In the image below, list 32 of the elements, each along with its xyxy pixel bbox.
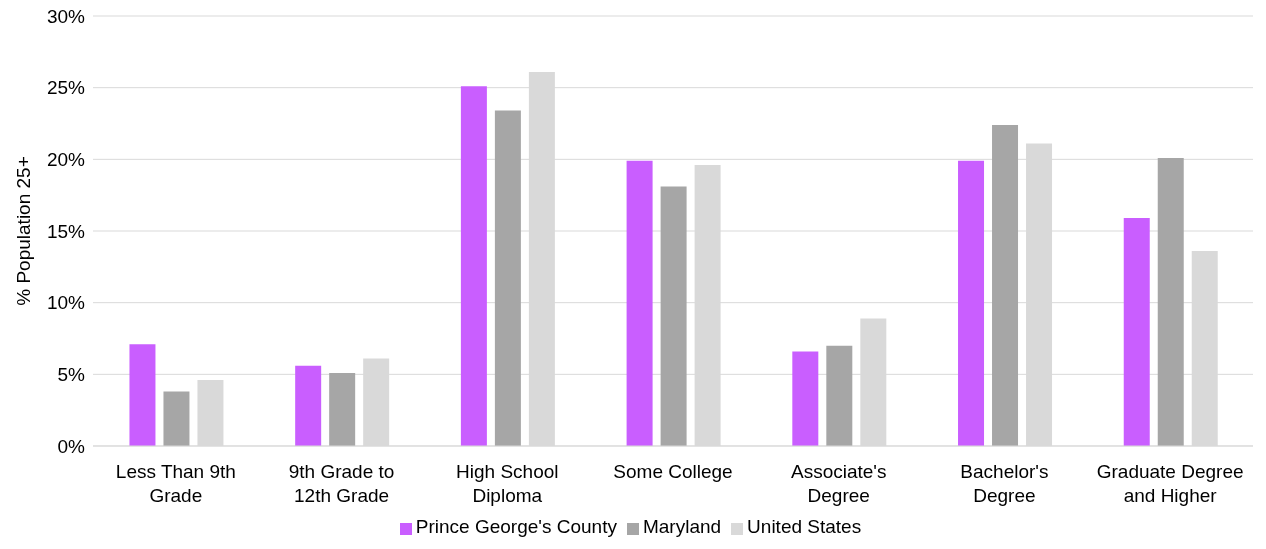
bar (792, 351, 819, 446)
bar (826, 345, 853, 446)
legend-label: Maryland (642, 516, 722, 537)
bar (129, 344, 156, 446)
x-tick-label: High School Diploma (456, 461, 559, 506)
x-tick-label: 9th Grade to 12th Grade (288, 461, 395, 506)
y-tick-label: 30% (46, 5, 86, 27)
bar (163, 391, 190, 446)
x-tick-label: Some College (613, 461, 733, 482)
bar (626, 160, 653, 446)
bar (992, 124, 1019, 446)
bar (1157, 157, 1184, 446)
x-tick-label: Associate's Degree (790, 461, 887, 506)
bar (660, 186, 687, 446)
y-tick-label: 25% (46, 77, 86, 99)
x-tick-label: Graduate Degree and Higher (1096, 461, 1244, 506)
legend-label: Prince George's County (415, 516, 617, 537)
bar (958, 160, 985, 446)
bar (1123, 218, 1150, 446)
bar (329, 372, 356, 446)
y-tick-label: 5% (57, 364, 86, 386)
legend-label: United States (747, 516, 862, 537)
bar (494, 110, 521, 446)
y-tick-label: 0% (57, 435, 86, 457)
y-tick-label: 10% (46, 292, 86, 314)
x-tick-label: Bachelor's Degree (960, 461, 1049, 506)
bar (460, 86, 487, 446)
y-axis-title: % Population 25+ (12, 156, 34, 306)
y-tick-label: 15% (46, 220, 86, 242)
y-tick-label: 20% (46, 149, 86, 171)
bar (295, 365, 322, 446)
x-tick-label: Less Than 9th Grade (115, 461, 236, 506)
